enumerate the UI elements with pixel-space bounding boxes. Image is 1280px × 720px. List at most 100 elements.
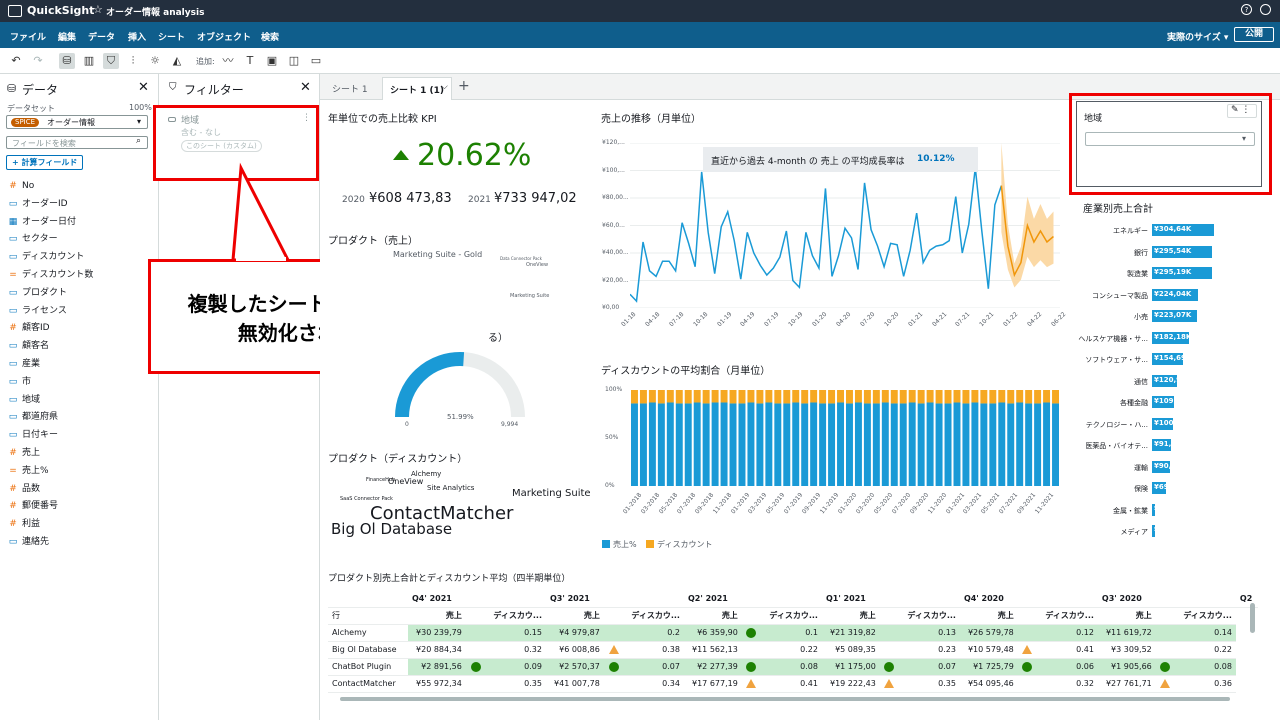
add-image-icon[interactable]: ▣ [266, 54, 278, 67]
quarter-header[interactable]: Q4' 2021 [408, 590, 546, 608]
bar-discount [953, 390, 961, 403]
warning-status-icon [1155, 675, 1176, 693]
close-icon[interactable]: ✕ [138, 80, 149, 95]
more-options-icon[interactable]: ⋮ [302, 113, 311, 123]
field-item[interactable]: # 売上 [8, 446, 40, 460]
discount-col-header[interactable]: ディスカウ... [623, 607, 684, 625]
bar-discount [908, 390, 916, 403]
field-item[interactable]: ▦ オーダー日付 [8, 215, 76, 229]
visuals-icon[interactable]: ▥ [83, 54, 95, 67]
bar-sales [693, 402, 701, 486]
themes-icon[interactable]: ◭ [172, 54, 182, 67]
filter-icon[interactable]: ⛉ [103, 53, 119, 69]
field-item[interactable]: ▭ 日付キー [8, 428, 58, 442]
bar-discount [989, 390, 997, 404]
field-item[interactable]: ▭ ディスカウント [8, 250, 85, 264]
menu-search[interactable]: 検索 [261, 33, 280, 43]
insights-icon[interactable]: ☼ [150, 54, 160, 67]
tab-sheet-1[interactable]: シート 1 [332, 85, 368, 95]
actual-size-dropdown[interactable]: 実際のサイズ ▾ [1167, 33, 1229, 43]
sales-cell: ¥2 570,37 [545, 658, 604, 676]
discount-col-header[interactable]: ディスカウ... [1175, 607, 1236, 625]
sales-col-header[interactable]: 売上 [821, 607, 880, 625]
edit-icon[interactable]: ✎ ⋮ [1227, 104, 1257, 118]
menu-data[interactable]: データ [88, 33, 116, 43]
sales-col-header[interactable]: 売上 [959, 607, 1018, 625]
field-item[interactable]: ▭ 顧客名 [8, 339, 49, 353]
field-item[interactable]: # No [8, 179, 34, 193]
field-item[interactable]: = ディスカウント数 [8, 268, 93, 282]
empty-cell [741, 641, 762, 659]
add-text-icon[interactable]: T [246, 54, 254, 67]
menu-file[interactable]: ファイル [10, 33, 47, 43]
y-tick-label: ¥60,0... [602, 221, 625, 229]
field-item[interactable]: ▭ 都道府県 [8, 410, 58, 424]
sales-col-header[interactable]: 売上 [545, 607, 604, 625]
field-search-input[interactable]: フィールドを検索 ⌕ [6, 136, 148, 149]
close-icon[interactable]: ✕ [300, 80, 311, 95]
filter-card[interactable]: 地域 ⋮ 含む - なし このシート (カスタム) [153, 105, 319, 181]
add-visual-icon[interactable]: 〰 [222, 54, 234, 67]
discount-col-header[interactable]: ディスカウ... [1037, 607, 1098, 625]
redo-icon[interactable]: ↷ [33, 54, 43, 67]
undo-icon[interactable]: ↶ [11, 54, 21, 67]
add-embed-icon[interactable]: ▭ [310, 54, 322, 67]
region-select[interactable]: ▾ [1085, 132, 1255, 146]
menu-object[interactable]: オブジェクト [197, 33, 252, 43]
dataset-select[interactable]: SPICE オーダー情報 ▾ [6, 115, 148, 129]
add-calculated-field-button[interactable]: + 計算フィールド [6, 155, 84, 170]
vertical-scrollbar[interactable] [1250, 603, 1255, 633]
sales-col-header[interactable]: 売上 [1097, 607, 1156, 625]
quarter-header[interactable]: Q3' 2020 [1097, 590, 1236, 608]
menu-edit[interactable]: 編集 [58, 33, 77, 43]
field-label: ディスカウント [22, 252, 85, 263]
parameters-icon[interactable]: ⫶ [131, 54, 135, 67]
cloud1-word: Marketing Suite - Gold [393, 250, 483, 259]
menu-insert[interactable]: 挿入 [128, 33, 147, 43]
field-item[interactable]: ▭ ライセンス [8, 304, 67, 318]
field-item[interactable]: ▭ 連絡先 [8, 535, 49, 549]
add-sheet-icon[interactable]: + [458, 78, 470, 94]
empty-cell [603, 675, 624, 693]
horizontal-scrollbar[interactable] [340, 697, 1230, 701]
field-item[interactable]: ▭ セクター [8, 232, 58, 246]
industry-category-label: 保険 [1134, 485, 1148, 493]
empty-cell [465, 641, 486, 659]
user-icon[interactable] [1260, 4, 1271, 15]
bar-sales [792, 402, 800, 486]
quarter-header[interactable]: Q2' 2021 [683, 590, 822, 608]
quarter-header[interactable]: Q4' 2020 [959, 590, 1098, 608]
discount-col-header[interactable]: ディスカウ... [899, 607, 960, 625]
field-item[interactable]: ▭ プロダクト [8, 286, 67, 300]
favorite-star-icon[interactable]: ☆ [93, 3, 103, 16]
quicksight-logo-icon [8, 5, 22, 17]
add-insight-icon[interactable]: ◫ [288, 54, 300, 67]
field-item[interactable]: # 品数 [8, 482, 40, 496]
discount-col-header[interactable]: ディスカウ... [761, 607, 822, 625]
kpi-title: 年単位での売上比較 KPI [328, 114, 437, 125]
quarter-header[interactable]: Q1' 2021 [821, 590, 960, 608]
discount-col-header[interactable]: ディスカウ... [485, 607, 546, 625]
data-icon[interactable]: ⛁ [59, 53, 75, 69]
field-item[interactable]: ▭ 市 [8, 375, 31, 389]
quarter-header[interactable]: Q3' 2021 [545, 590, 684, 608]
field-item[interactable]: ▭ オーダーID [8, 197, 68, 211]
sales-col-header[interactable]: 売上 [408, 607, 466, 625]
field-label: 連絡先 [22, 537, 50, 547]
field-label: 産業 [22, 359, 41, 369]
analysis-title[interactable]: オーダー情報 analysis [106, 8, 205, 18]
field-item[interactable]: = 売上% [8, 464, 48, 478]
menu-sheet[interactable]: シート [158, 33, 186, 43]
tab-sheet-1-copy[interactable]: シート 1 (1) ⌵ [382, 77, 452, 100]
field-item[interactable]: # 顧客ID [8, 321, 49, 335]
field-item[interactable]: ▭ 地域 [8, 393, 40, 407]
field-item[interactable]: ▭ 産業 [8, 357, 40, 371]
field-item[interactable]: # 郵便番号 [8, 499, 58, 513]
industry-category-label: ヘルスケア機器・サ... [1078, 334, 1148, 343]
publish-button[interactable]: 公開 [1234, 27, 1274, 42]
chevron-down-icon[interactable]: ⌵ [441, 82, 448, 92]
sales-col-header[interactable]: 売上 [683, 607, 742, 625]
field-item[interactable]: # 利益 [8, 517, 40, 531]
help-icon[interactable]: ? [1241, 4, 1252, 15]
region-control[interactable]: 地域 ▾ ✎ ⋮ [1076, 101, 1262, 187]
